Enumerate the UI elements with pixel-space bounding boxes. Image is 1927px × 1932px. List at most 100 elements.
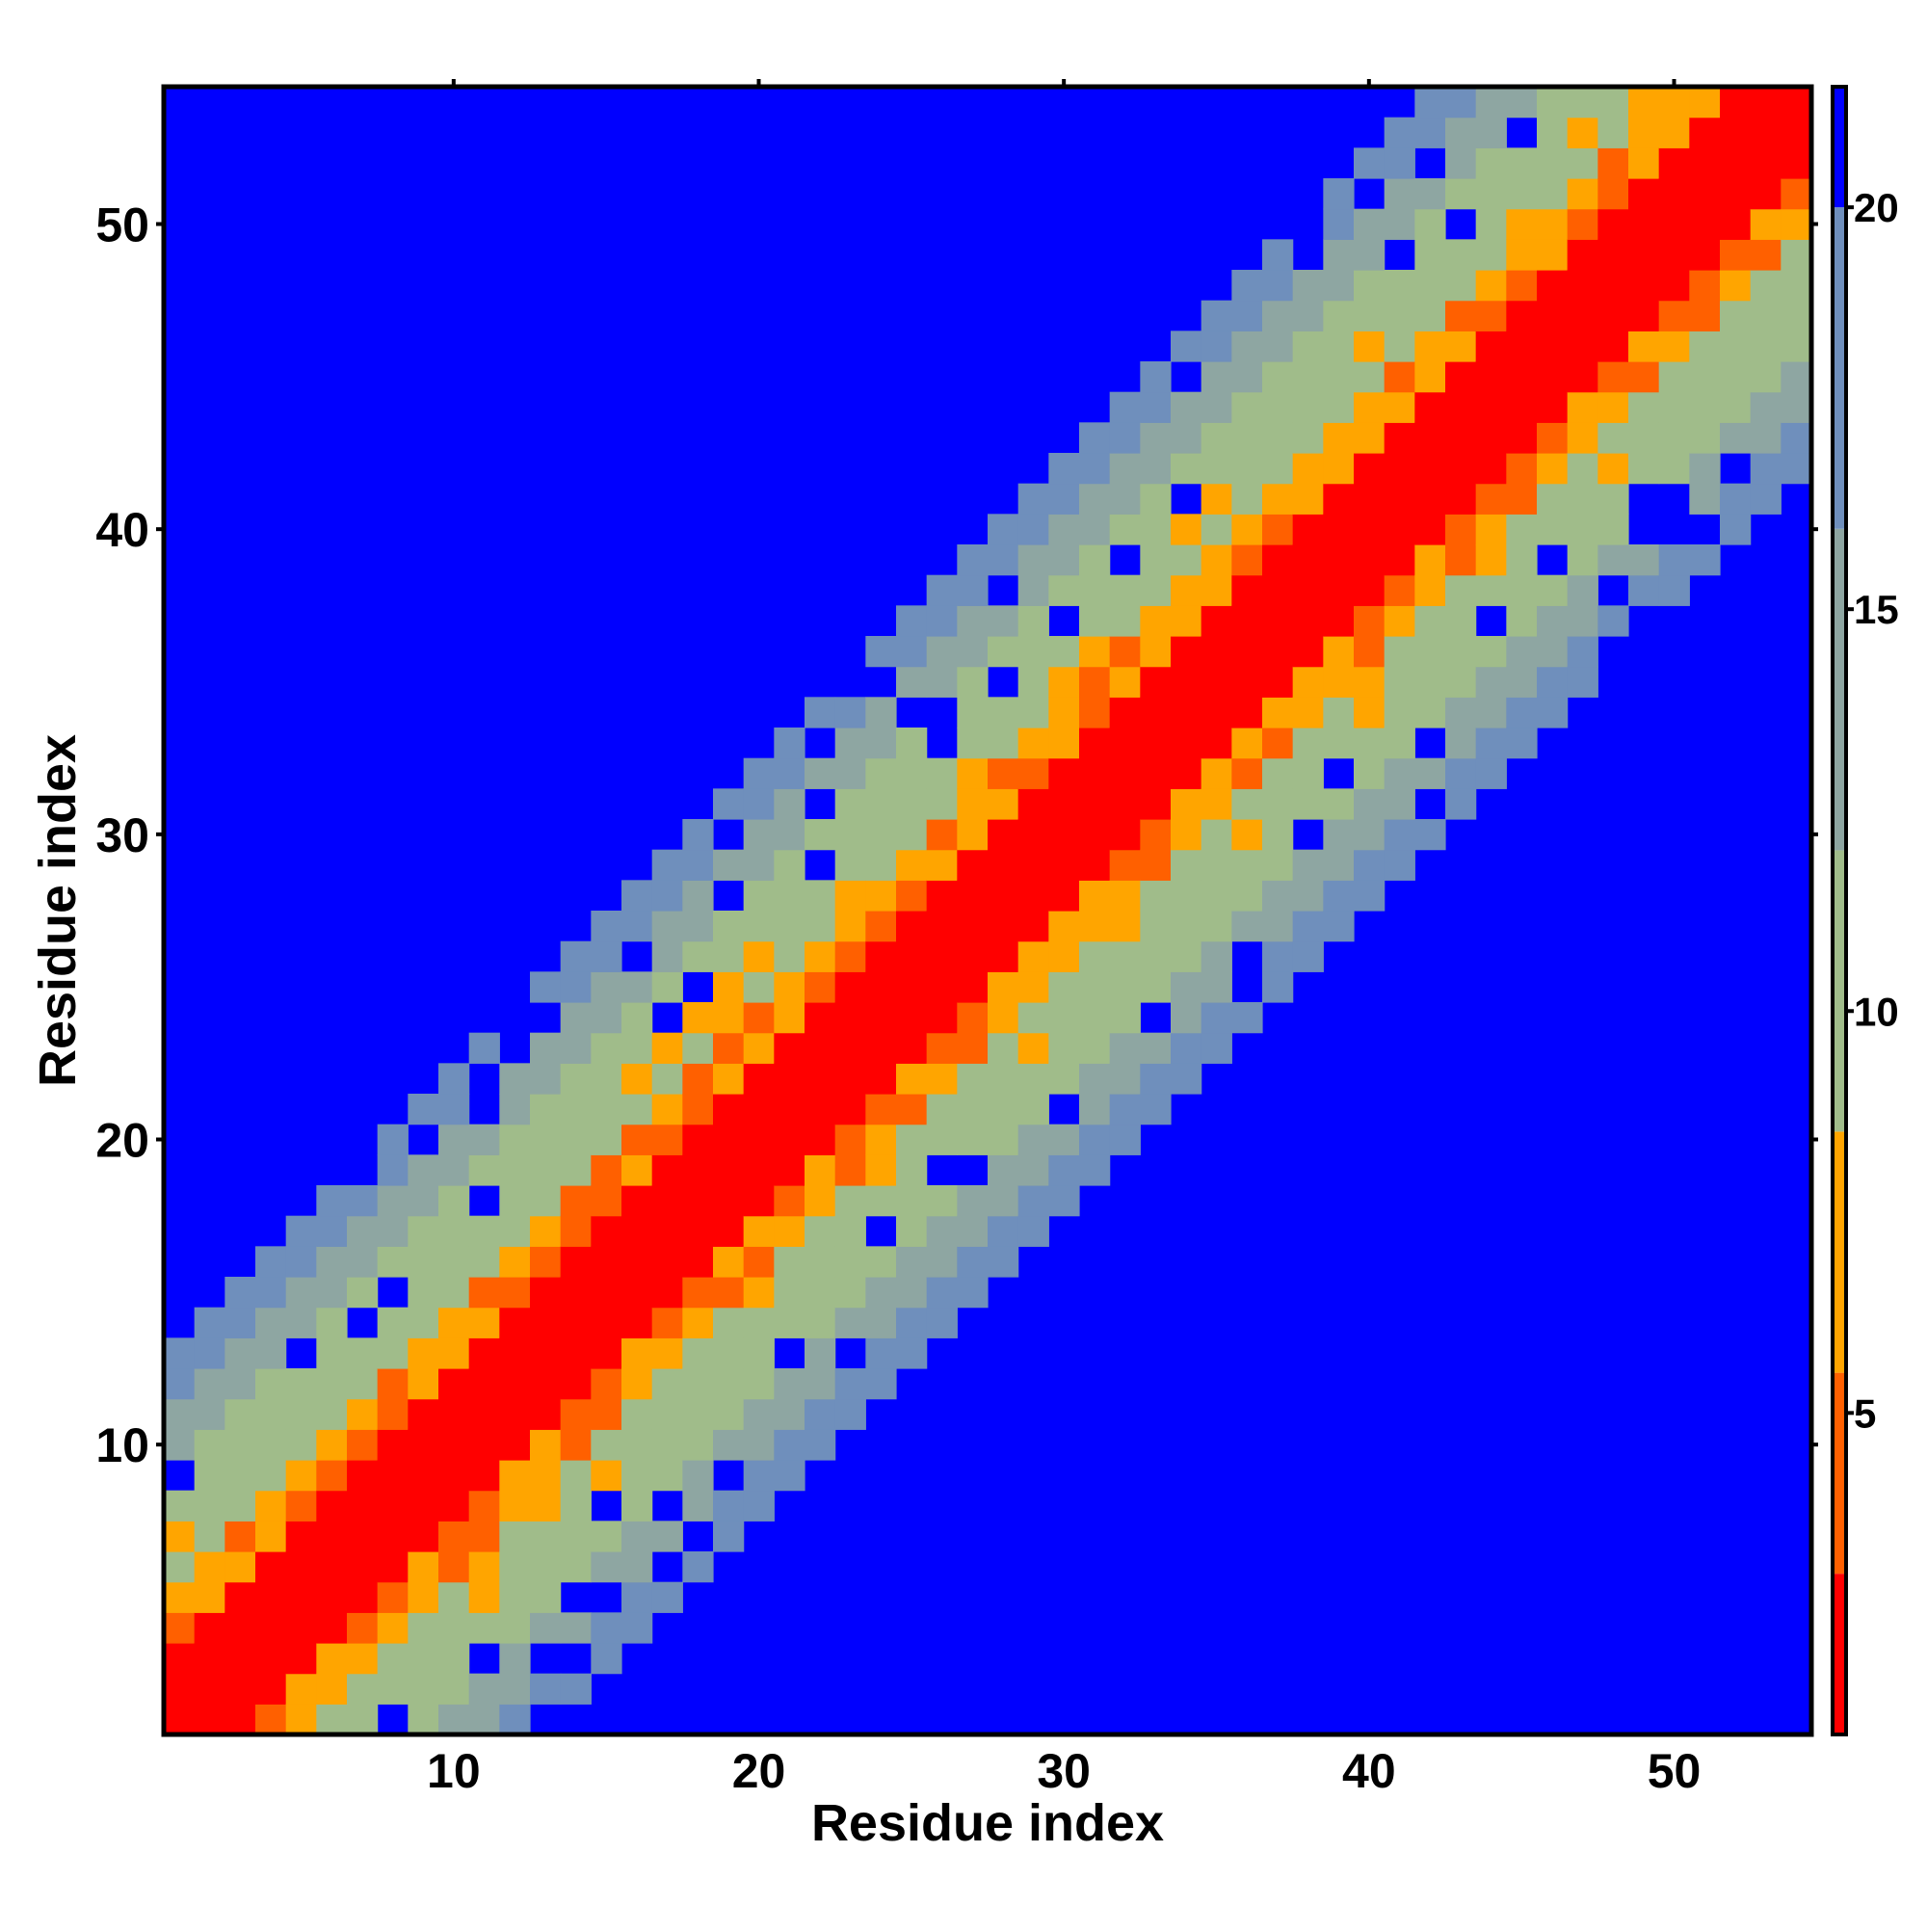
- heatmap-cell: [713, 971, 745, 1003]
- heatmap-cell: [560, 1337, 592, 1369]
- heatmap-cell: [896, 666, 928, 698]
- heatmap-cell: [1720, 483, 1752, 515]
- heatmap-cell: [591, 1337, 622, 1369]
- heatmap-cell: [1201, 514, 1232, 545]
- heatmap-cell: [499, 1612, 531, 1644]
- heatmap-cell: [865, 1032, 897, 1064]
- heatmap-cell: [1079, 453, 1111, 485]
- heatmap-cell: [591, 1460, 622, 1492]
- heatmap-cell: [1567, 147, 1598, 179]
- heatmap-cell: [1079, 1032, 1111, 1064]
- heatmap-cell: [713, 940, 745, 972]
- heatmap-cell: [1506, 453, 1538, 485]
- heatmap-cell: [988, 819, 1019, 851]
- heatmap-cell: [1537, 147, 1569, 179]
- heatmap-cell: [1414, 666, 1446, 698]
- heatmap-cell: [1445, 574, 1477, 606]
- heatmap-cell: [408, 1094, 439, 1125]
- heatmap-cell: [1048, 697, 1080, 728]
- heatmap-cell: [438, 1063, 470, 1095]
- heatmap-cell: [1231, 300, 1263, 331]
- heatmap-cell: [1537, 361, 1569, 393]
- heatmap-cell: [1079, 849, 1111, 881]
- heatmap-cell: [408, 1185, 439, 1217]
- heatmap-cell: [316, 1429, 348, 1461]
- heatmap-cell: [1445, 605, 1477, 637]
- heatmap-cell: [1506, 361, 1538, 393]
- heatmap-cell: [408, 1551, 439, 1583]
- heatmap-cell: [560, 1398, 592, 1430]
- heatmap-cell: [1262, 270, 1294, 302]
- heatmap-cell: [896, 1246, 928, 1278]
- heatmap-cell: [1475, 514, 1507, 545]
- heatmap-cell: [1506, 483, 1538, 515]
- heatmap-cell: [591, 911, 622, 942]
- heatmap-cell: [1201, 757, 1232, 789]
- x-tick-label: 20: [732, 1744, 786, 1798]
- heatmap-cell: [1354, 361, 1386, 393]
- heatmap-cell: [651, 911, 683, 942]
- heatmap-cell: [164, 1398, 196, 1430]
- heatmap-cell: [805, 911, 836, 942]
- x-tick-label: 10: [427, 1744, 481, 1798]
- heatmap-cell: [1781, 453, 1812, 485]
- heatmap-cell: [1597, 117, 1629, 148]
- heatmap-cell: [1017, 1154, 1049, 1186]
- heatmap-cell: [1689, 453, 1721, 485]
- heatmap-cell: [713, 1124, 745, 1155]
- heatmap-cell: [896, 880, 928, 912]
- heatmap-cell: [682, 1215, 714, 1247]
- heatmap-cell: [1292, 300, 1324, 331]
- heatmap-cell: [1017, 849, 1049, 881]
- heatmap-cell: [1781, 147, 1812, 179]
- heatmap-cell: [1262, 574, 1294, 606]
- heatmap-cell: [926, 1185, 958, 1217]
- heatmap-cell: [255, 1490, 287, 1522]
- heatmap-cell: [713, 1215, 745, 1247]
- heatmap-cell: [1354, 819, 1386, 851]
- heatmap-cell: [347, 1521, 379, 1552]
- heatmap-cell: [560, 1551, 592, 1583]
- heatmap-cell: [834, 1277, 866, 1309]
- heatmap-cell: [957, 636, 989, 668]
- heatmap-cell: [438, 1643, 470, 1675]
- heatmap-cell: [1262, 483, 1294, 515]
- heatmap-cell: [988, 544, 1019, 576]
- heatmap-cell: [1445, 453, 1477, 485]
- heatmap-cell: [651, 1215, 683, 1247]
- heatmap-cell: [713, 1185, 745, 1217]
- heatmap-cell: [774, 1215, 805, 1247]
- heatmap-cell: [1414, 697, 1446, 728]
- heatmap-cell: [1262, 757, 1294, 789]
- heatmap-cell: [1720, 331, 1752, 362]
- colorbar-frame: [1831, 85, 1848, 1736]
- heatmap-cell: [316, 1581, 348, 1613]
- heatmap-cell: [377, 1246, 409, 1278]
- heatmap-cell: [743, 1246, 775, 1278]
- heatmap-cell: [1048, 1032, 1080, 1064]
- heatmap-cell: [316, 1246, 348, 1278]
- heatmap-cell: [1567, 605, 1598, 637]
- heatmap-cell: [1231, 1002, 1263, 1034]
- heatmap-cell: [1567, 453, 1598, 485]
- heatmap-cell: [1262, 361, 1294, 393]
- heatmap-cell: [743, 1032, 775, 1064]
- heatmap-cell: [285, 1490, 317, 1522]
- heatmap-cell: [1017, 1002, 1049, 1034]
- heatmap-cell: [774, 880, 805, 912]
- heatmap-cell: [743, 911, 775, 942]
- heatmap-cell: [651, 1429, 683, 1461]
- heatmap-cell: [1262, 239, 1294, 271]
- colorbar-tick-label: 15: [1854, 587, 1899, 632]
- heatmap-cell: [896, 1094, 928, 1125]
- heatmap-cell: [1048, 728, 1080, 759]
- heatmap-cell: [560, 1368, 592, 1400]
- heatmap-cell: [1292, 331, 1324, 362]
- heatmap-cell: [865, 697, 897, 728]
- heatmap-cell: [774, 1094, 805, 1125]
- heatmap-cell: [1537, 87, 1569, 119]
- heatmap-cell: [1140, 544, 1172, 576]
- heatmap-cell: [164, 1643, 196, 1675]
- heatmap-cell: [1506, 208, 1538, 240]
- heatmap-cell: [713, 1429, 745, 1461]
